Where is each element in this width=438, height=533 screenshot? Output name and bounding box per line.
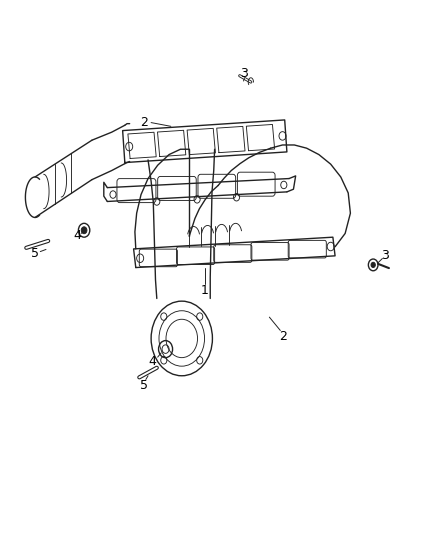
Text: 2: 2 [279,330,287,343]
Text: 4: 4 [73,229,81,242]
Circle shape [371,262,375,268]
Text: 1: 1 [201,284,209,297]
Text: 5: 5 [140,379,148,392]
Text: 2: 2 [141,116,148,129]
Text: 3: 3 [381,249,389,262]
Text: 4: 4 [148,355,156,368]
Text: 5: 5 [31,247,39,260]
Text: 3: 3 [240,67,248,80]
Circle shape [81,227,87,233]
